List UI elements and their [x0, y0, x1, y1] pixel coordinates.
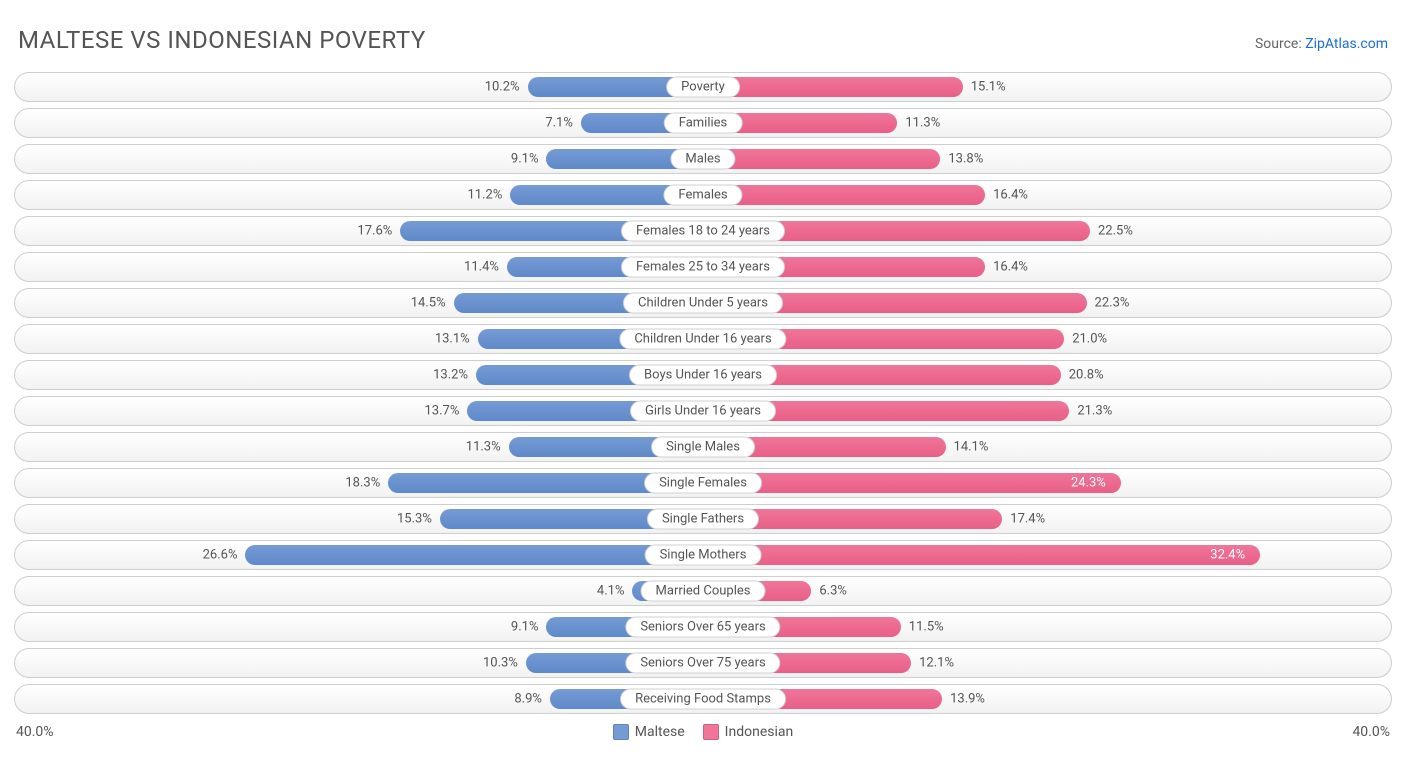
- value-indonesian: 16.4%: [993, 260, 1028, 275]
- chart-row: 11.4% 16.4% Females 25 to 34 years: [14, 252, 1392, 282]
- bar-maltese: [245, 545, 703, 565]
- row-category-label: Seniors Over 65 years: [625, 617, 780, 638]
- chart-row: 18.3% 24.3% Single Females: [14, 468, 1392, 498]
- chart-header: MALTESE VS INDONESIAN POVERTY Source: Zi…: [14, 20, 1392, 72]
- chart-row: 13.1% 21.0% Children Under 16 years: [14, 324, 1392, 354]
- legend: Maltese Indonesian: [613, 724, 793, 740]
- row-category-label: Seniors Over 75 years: [625, 653, 780, 674]
- value-indonesian: 14.1%: [954, 440, 989, 455]
- legend-item-indonesian: Indonesian: [703, 724, 794, 740]
- chart-row: 10.3% 12.1% Seniors Over 75 years: [14, 648, 1392, 678]
- value-maltese: 15.3%: [397, 512, 432, 527]
- value-maltese: 13.1%: [435, 332, 470, 347]
- value-maltese: 14.5%: [411, 296, 446, 311]
- chart-row: 4.1% 6.3% Married Couples: [14, 576, 1392, 606]
- value-indonesian: 16.4%: [993, 188, 1028, 203]
- value-indonesian: 20.8%: [1069, 368, 1104, 383]
- value-maltese: 13.7%: [425, 404, 460, 419]
- bar-indonesian: [703, 77, 963, 97]
- chart-row: 26.6% 32.4% Single Mothers: [14, 540, 1392, 570]
- source-attribution: Source: ZipAtlas.com: [1255, 36, 1388, 52]
- value-indonesian: 21.3%: [1077, 404, 1112, 419]
- value-indonesian: 6.3%: [819, 584, 847, 599]
- chart-footer: 40.0% Maltese Indonesian 40.0%: [14, 720, 1392, 740]
- value-maltese: 18.3%: [345, 476, 380, 491]
- bar-indonesian: [703, 473, 1121, 493]
- chart-row: 15.3% 17.4% Single Fathers: [14, 504, 1392, 534]
- value-indonesian: 17.4%: [1010, 512, 1045, 527]
- row-category-label: Females: [663, 185, 742, 206]
- source-link[interactable]: ZipAtlas.com: [1305, 36, 1388, 52]
- chart-title: MALTESE VS INDONESIAN POVERTY: [18, 26, 426, 54]
- row-category-label: Children Under 5 years: [623, 293, 783, 314]
- right-axis-max-label: 40.0%: [1352, 724, 1390, 740]
- value-maltese: 10.3%: [483, 656, 518, 671]
- chart-row: 13.7% 21.3% Girls Under 16 years: [14, 396, 1392, 426]
- value-indonesian: 21.0%: [1072, 332, 1107, 347]
- bar-indonesian: [703, 149, 940, 169]
- legend-swatch-indonesian: [703, 724, 719, 740]
- value-maltese: 9.1%: [511, 152, 539, 167]
- row-category-label: Boys Under 16 years: [629, 365, 777, 386]
- value-maltese: 17.6%: [357, 224, 392, 239]
- row-category-label: Receiving Food Stamps: [620, 689, 786, 710]
- chart-row: 14.5% 22.3% Children Under 5 years: [14, 288, 1392, 318]
- row-category-label: Single Females: [644, 473, 762, 494]
- bar-indonesian: [703, 185, 985, 205]
- value-indonesian: 22.5%: [1098, 224, 1133, 239]
- legend-label-maltese: Maltese: [635, 724, 685, 740]
- chart-row: 7.1% 11.3% Families: [14, 108, 1392, 138]
- chart-row: 11.3% 14.1% Single Males: [14, 432, 1392, 462]
- value-indonesian: 22.3%: [1095, 296, 1130, 311]
- row-category-label: Single Males: [651, 437, 755, 458]
- source-prefix: Source:: [1255, 36, 1305, 52]
- value-maltese: 26.6%: [203, 548, 238, 563]
- value-maltese: 13.2%: [433, 368, 468, 383]
- chart-row: 10.2% 15.1% Poverty: [14, 72, 1392, 102]
- row-category-label: Females 18 to 24 years: [621, 221, 785, 242]
- value-maltese: 9.1%: [511, 620, 539, 635]
- legend-swatch-maltese: [613, 724, 629, 740]
- bar-indonesian: [703, 545, 1260, 565]
- chart-row: 11.2% 16.4% Females: [14, 180, 1392, 210]
- value-indonesian: 13.9%: [950, 692, 985, 707]
- value-indonesian: 15.1%: [971, 80, 1006, 95]
- row-category-label: Males: [670, 149, 735, 170]
- chart-row: 9.1% 11.5% Seniors Over 65 years: [14, 612, 1392, 642]
- row-category-label: Females 25 to 34 years: [621, 257, 785, 278]
- value-maltese: 11.3%: [466, 440, 501, 455]
- row-category-label: Married Couples: [641, 581, 766, 602]
- chart-rows-container: 10.2% 15.1% Poverty 7.1% 11.3% Families 9.1% 13…: [14, 72, 1392, 714]
- value-maltese: 8.9%: [514, 692, 542, 707]
- value-maltese: 7.1%: [545, 116, 573, 131]
- legend-label-indonesian: Indonesian: [725, 724, 794, 740]
- row-category-label: Single Mothers: [645, 545, 762, 566]
- value-maltese: 4.1%: [597, 584, 625, 599]
- value-indonesian: 13.8%: [948, 152, 983, 167]
- row-category-label: Children Under 16 years: [619, 329, 786, 350]
- value-maltese: 11.2%: [468, 188, 503, 203]
- value-maltese: 11.4%: [464, 260, 499, 275]
- chart-row: 9.1% 13.8% Males: [14, 144, 1392, 174]
- row-category-label: Girls Under 16 years: [630, 401, 776, 422]
- chart-row: 8.9% 13.9% Receiving Food Stamps: [14, 684, 1392, 714]
- value-indonesian: 32.4%: [1210, 548, 1245, 563]
- row-category-label: Poverty: [666, 77, 740, 98]
- value-indonesian: 11.3%: [905, 116, 940, 131]
- value-indonesian: 11.5%: [909, 620, 944, 635]
- value-indonesian: 12.1%: [919, 656, 954, 671]
- legend-item-maltese: Maltese: [613, 724, 685, 740]
- chart-row: 13.2% 20.8% Boys Under 16 years: [14, 360, 1392, 390]
- row-category-label: Single Fathers: [647, 509, 759, 530]
- left-axis-max-label: 40.0%: [16, 724, 54, 740]
- row-category-label: Families: [664, 113, 743, 134]
- value-indonesian: 24.3%: [1071, 476, 1106, 491]
- value-maltese: 10.2%: [485, 80, 520, 95]
- chart-row: 17.6% 22.5% Females 18 to 24 years: [14, 216, 1392, 246]
